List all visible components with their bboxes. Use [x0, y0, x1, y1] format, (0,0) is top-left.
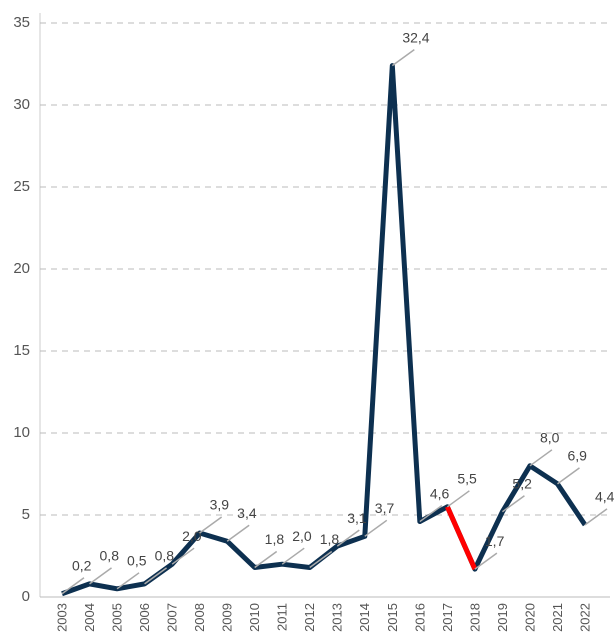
- x-tick-label: 2009: [220, 603, 235, 632]
- label-leader: [391, 49, 415, 67]
- data-label: 2,0: [182, 528, 202, 544]
- x-tick-label: 2003: [54, 603, 69, 632]
- label-leader: [529, 449, 553, 467]
- y-tick-label: 10: [13, 424, 30, 441]
- y-tick-label: 30: [13, 96, 30, 113]
- label-leader: [199, 516, 223, 534]
- label-leader: [419, 504, 443, 523]
- data-label: 0,8: [100, 548, 120, 564]
- label-leader: [226, 524, 250, 542]
- label-leader: [144, 567, 168, 585]
- x-tick-label: 2022: [577, 603, 592, 632]
- x-tick-label: 2012: [302, 603, 317, 632]
- label-leader: [281, 547, 305, 565]
- label-leader: [501, 495, 525, 513]
- data-label: 32,4: [402, 29, 429, 45]
- x-tick-label: 2018: [467, 603, 482, 632]
- data-label: 2,0: [292, 528, 312, 544]
- data-label: 0,5: [127, 553, 147, 569]
- label-leader: [336, 529, 360, 547]
- data-label: 1,8: [265, 531, 285, 547]
- data-label: 3,4: [237, 505, 257, 521]
- label-leader: [557, 467, 580, 485]
- x-tick-label: 2021: [550, 603, 565, 632]
- data-label: 5,5: [457, 471, 477, 487]
- label-leader: [116, 572, 140, 590]
- label-leader: [474, 552, 498, 570]
- x-tick-label: 2014: [357, 603, 372, 632]
- y-tick-label: 15: [13, 342, 30, 359]
- label-leader: [584, 508, 608, 526]
- x-tick-label: 2011: [275, 603, 290, 631]
- y-tick-label: 35: [13, 14, 30, 31]
- x-tick-label: 2013: [330, 603, 345, 632]
- data-label: 4,6: [430, 485, 450, 501]
- label-leader: [309, 550, 333, 569]
- data-label: 3,1: [347, 510, 367, 526]
- label-leader: [254, 550, 278, 569]
- x-tick-label: 2010: [247, 603, 262, 632]
- x-tick-label: 2016: [412, 603, 427, 632]
- data-label: 3,9: [210, 497, 230, 513]
- x-tick-label: 2020: [522, 603, 537, 632]
- x-tick-label: 2008: [192, 603, 207, 632]
- data-label: 6,9: [567, 448, 587, 464]
- label-leader: [61, 577, 85, 595]
- data-label: 3,7: [375, 500, 395, 516]
- x-tick-label: 2005: [109, 603, 124, 632]
- x-tick-label: 2006: [137, 603, 152, 632]
- y-tick-label: 25: [13, 178, 30, 195]
- x-tick-label: 2017: [440, 603, 455, 632]
- data-label: 0,8: [155, 548, 175, 564]
- data-label: 8,0: [540, 430, 560, 446]
- label-leader: [89, 567, 112, 585]
- data-label: 1,7: [485, 533, 505, 549]
- data-label: 4,4: [595, 489, 615, 505]
- y-tick-label: 5: [22, 506, 30, 523]
- x-tick-label: 2019: [495, 603, 510, 632]
- x-tick-label: 2004: [82, 603, 97, 632]
- y-tick-label: 0: [22, 588, 30, 605]
- label-leader: [171, 547, 195, 565]
- label-leader: [364, 519, 388, 537]
- data-label: 1,8: [320, 531, 340, 547]
- x-tick-label: 2007: [165, 603, 180, 632]
- highlight-segment: [445, 505, 478, 571]
- x-tick-label: 2015: [385, 603, 400, 632]
- data-label: 5,2: [512, 475, 532, 491]
- y-tick-label: 20: [13, 260, 30, 277]
- data-label: 0,2: [72, 557, 92, 573]
- label-leader: [446, 490, 470, 508]
